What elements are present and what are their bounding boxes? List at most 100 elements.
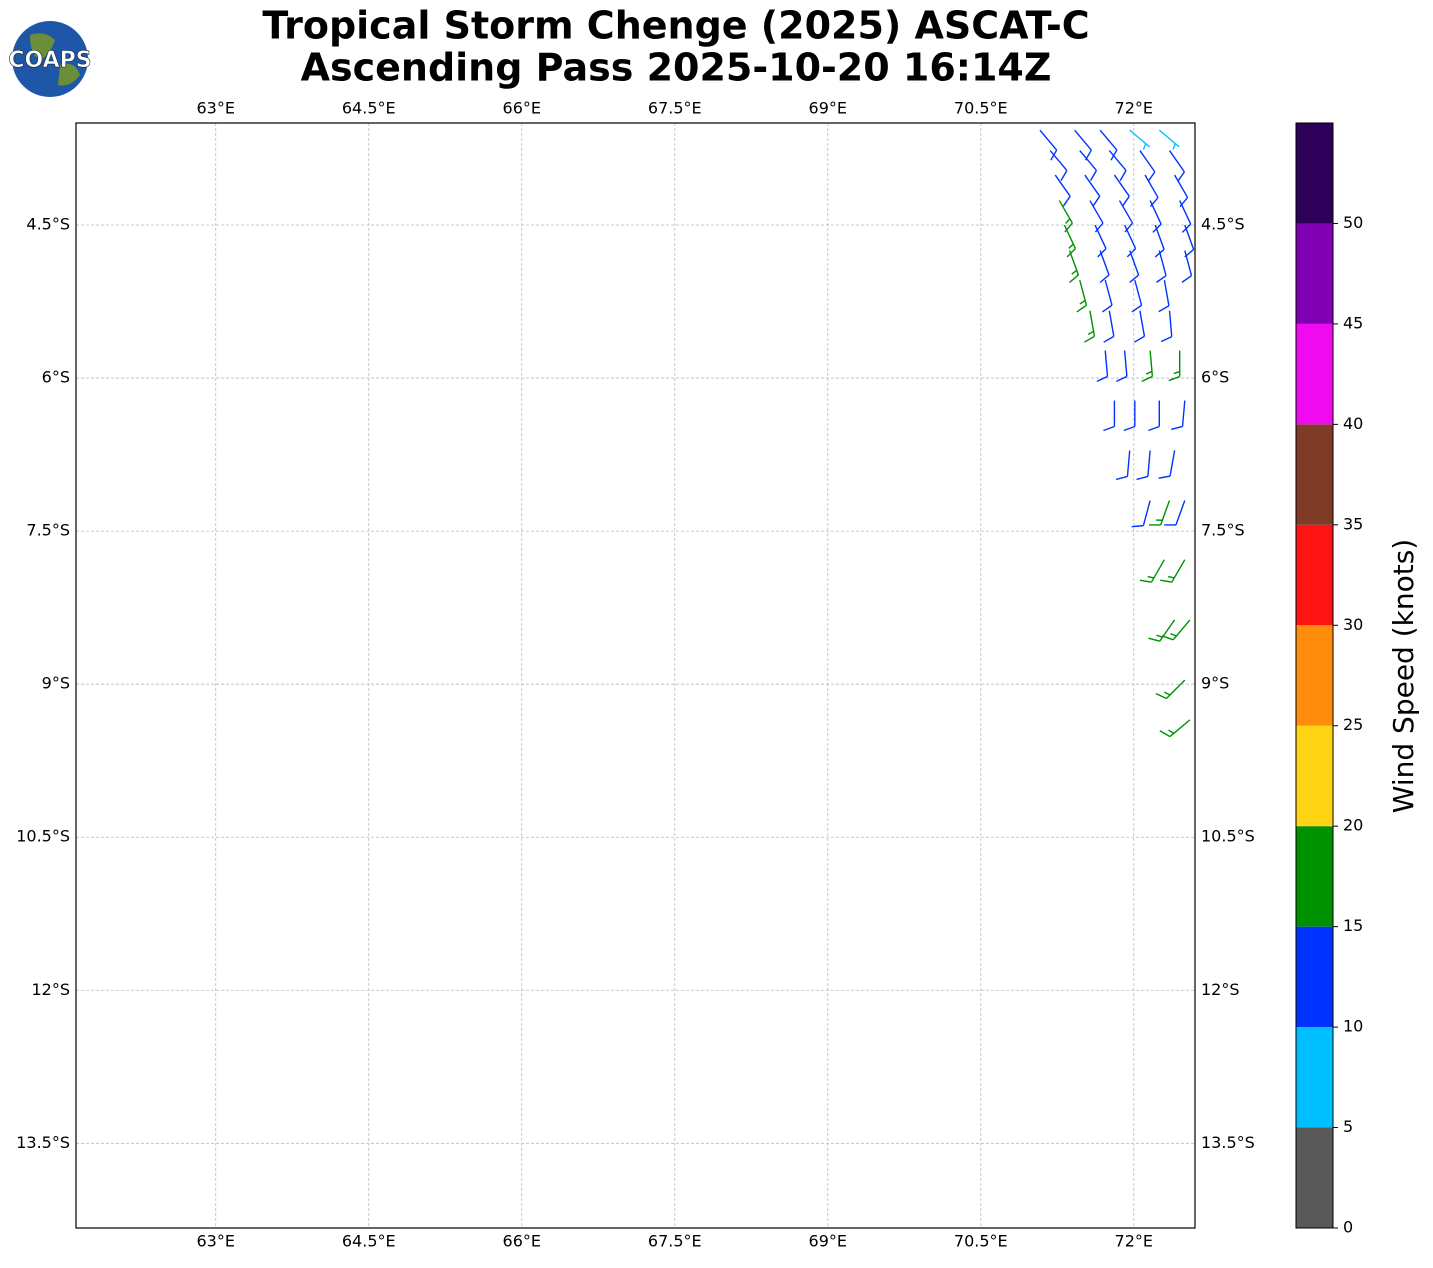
colorbar-tick-label: 10 [1343, 1017, 1363, 1036]
wind-barb [1115, 450, 1131, 481]
wind-barb [1133, 310, 1146, 343]
wind-barb [1094, 224, 1107, 258]
wind-barb [1089, 200, 1104, 233]
colorbar-segment [1296, 323, 1333, 425]
wind-barb [1136, 450, 1151, 481]
wind-barb [1131, 279, 1143, 313]
colorbar-tick-label: 5 [1343, 1117, 1353, 1136]
colorbar-frame [1295, 122, 1334, 1229]
y-tick-label: 9°S [42, 674, 70, 693]
x-tick-label: 67.5°E [648, 1232, 702, 1251]
colorbar-segment [1296, 625, 1333, 726]
y-tick-label: 13.5°S [1201, 1133, 1255, 1152]
logo-land [30, 33, 80, 86]
wind-barb [1144, 174, 1159, 207]
colorbar-segment [1296, 725, 1333, 827]
colorbar-tick-label: 0 [1343, 1218, 1353, 1237]
colorbar-segment [1296, 926, 1333, 1028]
plot-frame [75, 122, 1196, 1229]
colorbar-tick-label: 50 [1343, 213, 1363, 232]
wind-barb [1084, 174, 1101, 207]
chart-title: Tropical Storm Chenge (2025) ASCAT-C [262, 4, 1089, 48]
colorbar-segment [1296, 123, 1333, 224]
colorbar-segment [1296, 826, 1333, 927]
wind-barb [1101, 279, 1113, 313]
wind-barb [1083, 310, 1096, 343]
y-tick-label: 13.5°S [16, 1133, 70, 1152]
wind-barb [1099, 250, 1110, 284]
colorbar-segment [1296, 1027, 1333, 1128]
wind-barb [1168, 150, 1185, 182]
wind-barb [1049, 150, 1068, 181]
logo-text: COAPS [8, 48, 91, 73]
colorbar-tick-label: 30 [1343, 615, 1363, 634]
wind-barb [1129, 250, 1140, 284]
x-tick-label: 66°E [503, 1232, 541, 1251]
wind-barb [1148, 500, 1171, 526]
wind-barb [1158, 280, 1170, 313]
wind-barb [1148, 619, 1176, 642]
x-tick-label: 63°E [197, 99, 235, 118]
wind-barb [1076, 279, 1088, 313]
colorbar-segment [1296, 524, 1333, 626]
x-tick-label: 72°E [1115, 1232, 1153, 1251]
wind-barb [1054, 174, 1071, 207]
x-tick-label: 69°E [809, 99, 847, 118]
x-tick-label: 67.5°E [648, 99, 702, 118]
colorbar-tick-label: 40 [1343, 414, 1363, 433]
wind-barb [1139, 150, 1156, 182]
y-tick-label: 4.5°S [1201, 215, 1245, 234]
y-tick-label: 10.5°S [1201, 827, 1255, 846]
x-tick-label: 72°E [1115, 99, 1153, 118]
colorbar-tick-label: 35 [1343, 514, 1363, 533]
wind-barb [1155, 679, 1186, 700]
y-tick-label: 7.5°S [26, 521, 70, 540]
wind-barb [1113, 174, 1130, 207]
wind-barb [1074, 129, 1092, 161]
colorbar-tick-label: 15 [1343, 916, 1363, 935]
x-tick-label: 69°E [809, 1232, 847, 1251]
y-tick-label: 6°S [42, 368, 70, 387]
wind-barb [1159, 719, 1191, 738]
wind-barb [1058, 200, 1073, 233]
x-tick-label: 64.5°E [342, 99, 396, 118]
wind-barb [1171, 400, 1186, 431]
chart-subtitle: Ascending Pass 2025-10-20 16:14Z [301, 46, 1052, 90]
wind-barb [1103, 310, 1115, 343]
y-tick-label: 12°S [31, 980, 70, 999]
colorbar-tick-label: 25 [1343, 715, 1363, 734]
x-tick-label: 70.5°E [954, 99, 1008, 118]
wind-barb [1164, 500, 1186, 526]
logo: COAPS [8, 21, 92, 97]
wind-barb [1123, 400, 1136, 432]
x-tick-label: 70.5°E [954, 1232, 1008, 1251]
x-tick-label: 66°E [503, 99, 541, 118]
wind-barb [1108, 150, 1127, 181]
colorbar-segment [1296, 424, 1333, 525]
x-tick-label: 63°E [197, 1232, 235, 1251]
y-tick-label: 10.5°S [16, 827, 70, 846]
wind-barb [1156, 250, 1167, 283]
barbs [1039, 129, 1195, 738]
wind-barb [1161, 619, 1191, 641]
wind-barb [1096, 350, 1109, 383]
wind-barb [1160, 559, 1186, 583]
wind-barb [1184, 224, 1195, 258]
wind-barb [1131, 500, 1151, 528]
y-tick-label: 12°S [1201, 980, 1240, 999]
colorbar-tick-label: 20 [1343, 816, 1363, 835]
y-tick-label: 7.5°S [1201, 521, 1245, 540]
wind-barb [1148, 400, 1160, 432]
wind-barb [1158, 450, 1176, 479]
wind-barb [1063, 224, 1077, 258]
wind-barb [1141, 350, 1154, 383]
colorbar-label: Wind Speed (knots) [1387, 539, 1420, 813]
wind-barb [1181, 250, 1193, 283]
wind-barb [1129, 129, 1151, 150]
wind-barb [1168, 350, 1181, 382]
wind-barb [1139, 559, 1166, 583]
colorbar-segment [1296, 223, 1333, 324]
wind-barb [1158, 129, 1180, 150]
wind-barb [1115, 350, 1128, 383]
